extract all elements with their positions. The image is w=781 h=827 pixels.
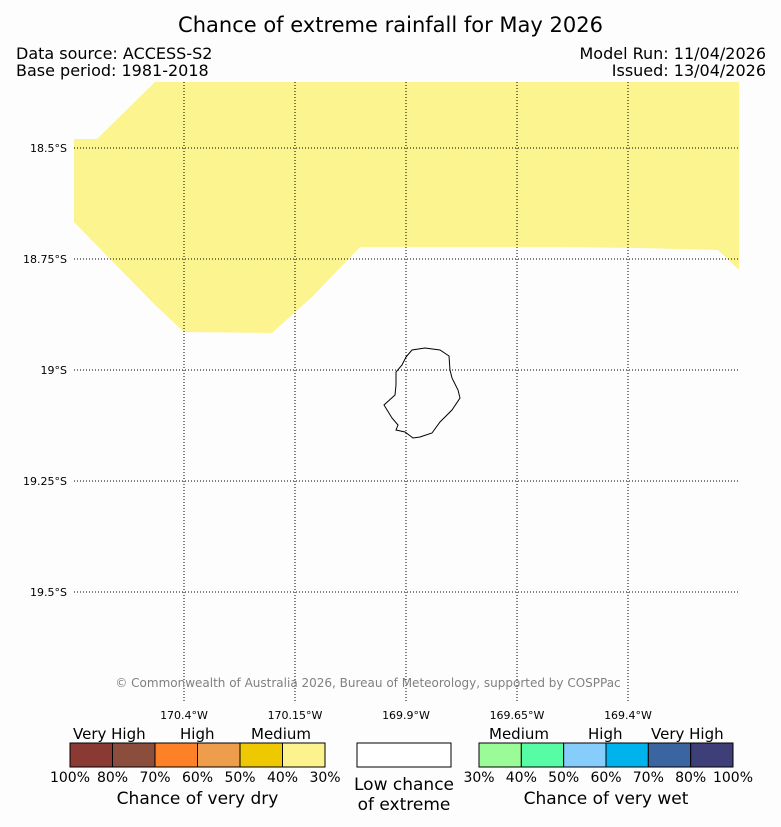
wet-tick-label: 30% (463, 770, 495, 786)
dry-30-40-region (74, 82, 739, 333)
base-period: Base period: 1981-2018 (16, 61, 209, 80)
dry-tick-label: 80% (96, 770, 129, 786)
copyright: © Commonwealth of Australia 2026, Bureau… (115, 676, 621, 690)
wet-category: Medium (489, 725, 549, 743)
dry-category: Very High (73, 725, 146, 743)
dry-tick-label: 40% (266, 770, 299, 786)
wet-swatch (690, 742, 734, 768)
low-chance-swatch (356, 742, 452, 768)
niue-island-outline (383, 347, 461, 439)
dry-tick-label: 100% (49, 770, 91, 786)
lon-label: 169.9°W (382, 709, 430, 722)
lat-label: 18.75°S (23, 253, 67, 266)
dry-tick-label: 50% (224, 770, 256, 786)
dry-tick-label: 30% (309, 770, 341, 786)
wet-swatch (563, 742, 607, 768)
lat-label: 19.5°S (30, 586, 67, 599)
wet-tick-label: 100% (712, 770, 754, 786)
dry-tick-label: 70% (139, 770, 171, 786)
wet-tick-label: 40% (505, 770, 537, 786)
wet-swatch (647, 742, 692, 768)
wet-category: High (588, 725, 623, 743)
lat-label: 19.25°S (23, 475, 67, 488)
lat-label: 19°S (40, 364, 67, 377)
wet-swatch (520, 742, 565, 768)
model-run: Model Run: 11/04/2026 (579, 44, 767, 63)
lon-label: 170.4°W (160, 709, 208, 722)
lon-label: 170.15°W (267, 709, 323, 722)
dry-swatch (154, 742, 198, 768)
wet-swatch (478, 742, 522, 768)
data-source: Data source: ACCESS-S2 (16, 44, 213, 63)
dry-swatch (282, 742, 326, 768)
lat-label: 18.5°S (30, 142, 67, 155)
wet-tick-label: 50% (548, 770, 580, 786)
map-title: Chance of extreme rainfall for May 2026 (178, 13, 603, 37)
dry-swatch (69, 742, 113, 768)
dry-swatch (197, 742, 241, 768)
wet-legend-title: Chance of very wet (523, 789, 689, 809)
dry-tick-label: 60% (181, 770, 214, 786)
lon-label: 169.4°W (604, 709, 652, 722)
issued-date: Issued: 13/04/2026 (611, 61, 766, 80)
wet-tick-label: 60% (590, 770, 622, 786)
dry-swatch (239, 742, 283, 768)
wet-tick-label: 80% (675, 770, 707, 786)
wet-swatch (605, 742, 649, 768)
wet-category: Very High (651, 725, 724, 743)
legend-bars (69, 742, 734, 768)
dry-swatch (112, 742, 156, 768)
low-chance-line2: of extreme (357, 795, 451, 815)
wet-tick-label: 70% (632, 770, 664, 786)
dry-legend-title: Chance of very dry (116, 789, 279, 809)
lon-label: 169.65°W (489, 709, 545, 722)
dry-category: Medium (251, 725, 311, 743)
low-chance-line1: Low chance (354, 775, 454, 795)
dry-category: High (180, 725, 215, 743)
